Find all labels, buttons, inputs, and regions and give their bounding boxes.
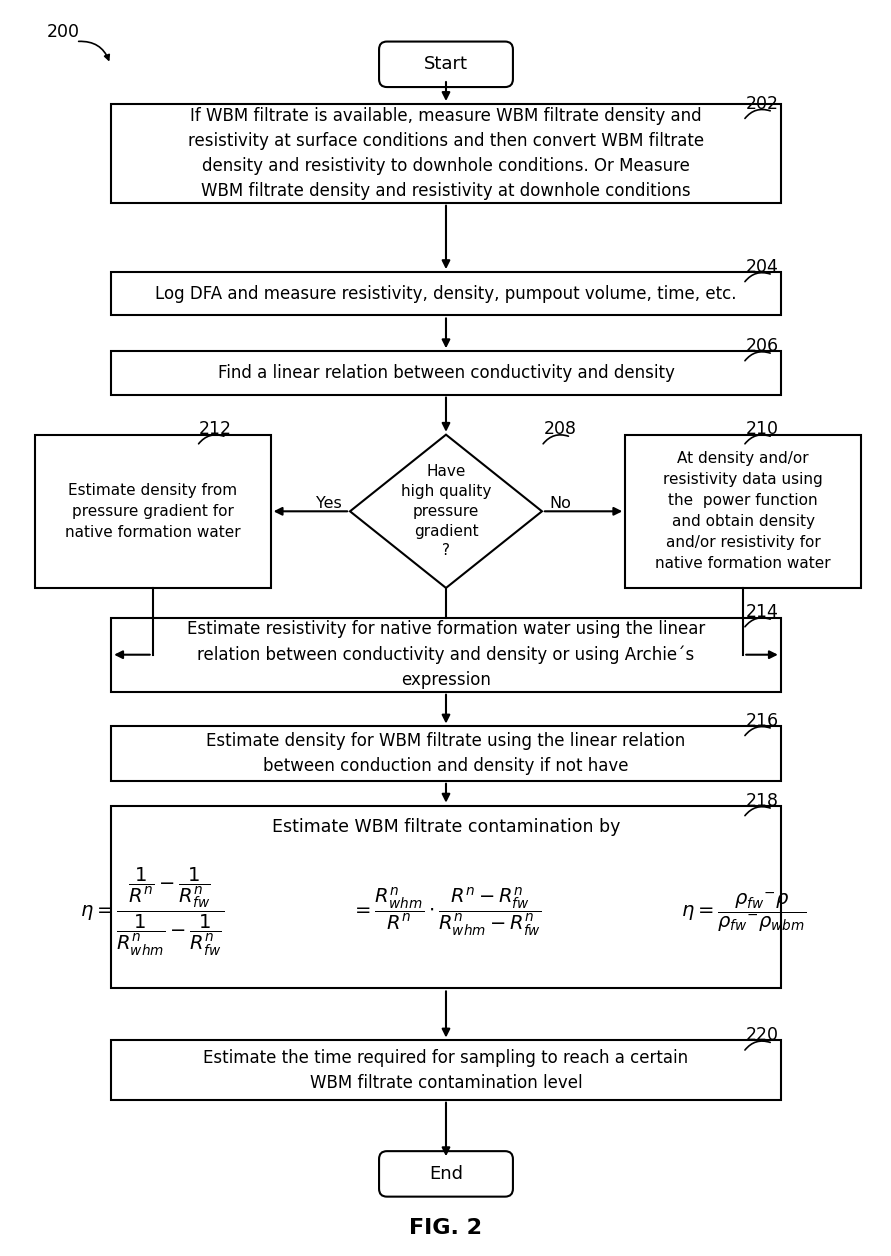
Text: $\eta=\dfrac{\rho_{fw}{}^{-}\rho}{\rho_{fw}{}^{-}\rho_{wbm}}$: $\eta=\dfrac{\rho_{fw}{}^{-}\rho}{\rho_{…	[681, 891, 806, 933]
Text: 204: 204	[745, 257, 778, 276]
FancyBboxPatch shape	[111, 1040, 781, 1100]
FancyBboxPatch shape	[379, 1152, 513, 1197]
Text: If WBM filtrate is available, measure WBM filtrate density and
resistivity at su: If WBM filtrate is available, measure WB…	[188, 107, 704, 200]
FancyBboxPatch shape	[111, 104, 781, 202]
Text: Estimate WBM filtrate contamination by: Estimate WBM filtrate contamination by	[272, 818, 620, 836]
Text: 210: 210	[745, 421, 778, 438]
Text: 212: 212	[199, 421, 232, 438]
Text: 208: 208	[544, 421, 576, 438]
Text: 200: 200	[46, 23, 79, 40]
Text: Estimate the time required for sampling to reach a certain
WBM filtrate contamin: Estimate the time required for sampling …	[203, 1049, 689, 1091]
Text: FIG. 2: FIG. 2	[410, 1218, 483, 1238]
Text: Have
high quality
pressure
gradient
?: Have high quality pressure gradient ?	[401, 465, 491, 559]
FancyBboxPatch shape	[35, 435, 271, 588]
Text: Estimate density from
pressure gradient for
native formation water: Estimate density from pressure gradient …	[65, 482, 241, 540]
FancyBboxPatch shape	[111, 273, 781, 315]
FancyBboxPatch shape	[625, 435, 862, 588]
FancyBboxPatch shape	[111, 805, 781, 988]
Text: No: No	[550, 496, 572, 511]
FancyBboxPatch shape	[111, 726, 781, 781]
Text: End: End	[429, 1164, 463, 1183]
Text: Estimate density for WBM filtrate using the linear relation
between conduction a: Estimate density for WBM filtrate using …	[207, 732, 685, 775]
Text: 218: 218	[745, 793, 778, 810]
Text: Find a linear relation between conductivity and density: Find a linear relation between conductiv…	[217, 364, 674, 382]
Text: 216: 216	[745, 712, 779, 730]
Text: At density and/or
resistivity data using
the  power function
and obtain density
: At density and/or resistivity data using…	[656, 451, 831, 571]
Text: 202: 202	[745, 94, 778, 113]
Text: Yes: Yes	[316, 496, 342, 511]
Text: $=\dfrac{R^n_{whm}}{R^n}\cdot\dfrac{R^n-R^n_{fw}}{R^n_{whm}-R^n_{fw}}$: $=\dfrac{R^n_{whm}}{R^n}\cdot\dfrac{R^n-…	[351, 885, 542, 938]
Polygon shape	[350, 435, 542, 588]
Text: Start: Start	[424, 55, 468, 73]
Text: Estimate resistivity for native formation water using the linear
relation betwee: Estimate resistivity for native formatio…	[187, 620, 705, 690]
FancyBboxPatch shape	[111, 352, 781, 394]
Text: 206: 206	[745, 337, 779, 355]
Text: $\eta=\dfrac{\dfrac{1}{R^n}-\dfrac{1}{R^n_{fw}}}{\dfrac{1}{R^n_{whm}}-\dfrac{1}{: $\eta=\dfrac{\dfrac{1}{R^n}-\dfrac{1}{R^…	[80, 865, 225, 958]
Text: 214: 214	[745, 603, 778, 622]
FancyBboxPatch shape	[379, 41, 513, 87]
Text: 220: 220	[745, 1026, 778, 1045]
Text: Log DFA and measure resistivity, density, pumpout volume, time, etc.: Log DFA and measure resistivity, density…	[155, 285, 737, 303]
FancyBboxPatch shape	[111, 618, 781, 692]
